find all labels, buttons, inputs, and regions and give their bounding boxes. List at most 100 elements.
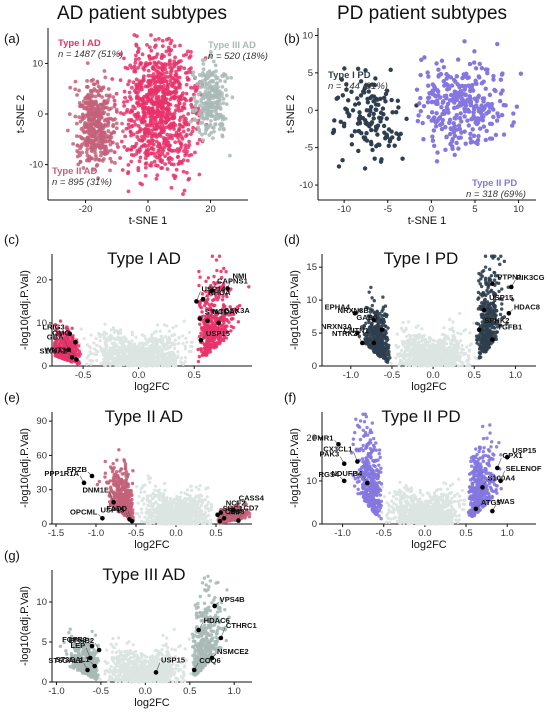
x-axis-label: log2FC [134, 381, 170, 393]
cell-point [136, 65, 140, 70]
cell-point [463, 141, 468, 146]
cell-point [491, 114, 496, 120]
cell-point [73, 79, 78, 84]
nonsig-point [133, 359, 138, 364]
nonsig-point [451, 337, 456, 341]
cell-point [142, 109, 147, 114]
nonsig-point [187, 350, 192, 354]
cell-point [193, 89, 198, 93]
cell-point [472, 49, 477, 54]
cell-point [146, 130, 151, 134]
nonsig-point [98, 334, 103, 339]
cell-point [466, 83, 471, 88]
nonsig-point [93, 352, 97, 356]
cell-point [415, 118, 421, 124]
nonsig-point [124, 337, 128, 341]
nonsig-point [412, 333, 416, 338]
cell-point [172, 127, 176, 131]
cell-point [443, 147, 448, 153]
cell-point [491, 73, 496, 79]
nonsig-point [130, 364, 135, 368]
cell-point [484, 128, 489, 134]
cell-point [483, 86, 488, 91]
nonsig-point [179, 360, 183, 364]
cell-point [182, 102, 187, 106]
nonsig-point [188, 344, 193, 348]
panel-d-volcano: -1.0 -0.5 0.0 0.5 1.0051015log2FC-log10(adj.… [289, 249, 545, 393]
nonsig-point [425, 360, 429, 364]
cell-point [453, 116, 458, 121]
cell-point [183, 117, 188, 121]
cell-point [153, 119, 158, 123]
cell-point [165, 167, 170, 171]
cell-point [464, 71, 469, 77]
cell-point [349, 133, 355, 138]
cluster-count-label: n = 318 (69%) [466, 189, 526, 200]
cell-point [121, 112, 126, 116]
nonsig-point [432, 343, 436, 348]
cell-point [158, 71, 163, 76]
y-axis-label: t-SNE 2 [15, 95, 27, 134]
cell-point [146, 149, 150, 154]
cell-point [183, 143, 188, 148]
cell-point [149, 151, 154, 156]
cell-point [161, 110, 166, 114]
sig-point [75, 362, 80, 366]
nonsig-point [430, 354, 434, 358]
nonsig-point [424, 350, 428, 354]
nonsig-point [158, 329, 162, 333]
cell-point [371, 99, 376, 104]
cell-point [453, 79, 458, 84]
nonsig-point [411, 362, 416, 366]
cell-point [176, 104, 181, 109]
cell-point [477, 61, 482, 67]
cell-point [173, 55, 178, 60]
nonsig-point [462, 351, 466, 356]
nonsig-point [109, 328, 113, 332]
cell-point [206, 101, 211, 106]
nonsig-point [143, 356, 147, 360]
cell-point [196, 92, 201, 97]
cell-point [131, 80, 136, 85]
cell-point [132, 119, 137, 124]
cell-point [375, 123, 381, 128]
cell-point [166, 157, 171, 162]
panel-a-letter: (a) [4, 31, 20, 46]
cell-point [136, 49, 141, 54]
cell-point [454, 74, 460, 79]
cell-point [193, 150, 197, 155]
nonsig-point [456, 331, 460, 335]
x-tick-label: -5 [384, 204, 392, 215]
cell-point [184, 82, 189, 87]
cell-point [89, 126, 93, 131]
sig-point [209, 324, 213, 328]
nonsig-point [163, 335, 167, 339]
cell-point [114, 91, 119, 96]
cell-point [144, 123, 149, 127]
sig-point [224, 317, 229, 322]
nonsig-point [451, 320, 455, 324]
cell-point [152, 133, 156, 138]
sig-point [214, 258, 219, 262]
cell-point [467, 94, 472, 99]
cell-point [372, 156, 377, 161]
cell-point [93, 131, 98, 136]
cell-point [118, 156, 122, 160]
cell-point [218, 78, 223, 83]
cell-point [200, 84, 205, 88]
cell-point [147, 79, 152, 84]
y-tick-label: 0 [42, 361, 47, 372]
nonsig-point [153, 363, 157, 368]
cell-point [439, 121, 445, 126]
x-tick-label: 0.5 [188, 370, 201, 381]
cell-point [105, 105, 109, 110]
tsne-cluster-1 [414, 39, 524, 164]
y-tick-label: 5 [308, 68, 313, 79]
sig-point [197, 334, 202, 339]
nonsig-point [457, 363, 461, 368]
cell-point [201, 94, 205, 99]
cell-point [418, 95, 423, 101]
nonsig-point [467, 349, 471, 353]
nonsig-point [168, 362, 172, 366]
nonsig-point [422, 353, 426, 357]
